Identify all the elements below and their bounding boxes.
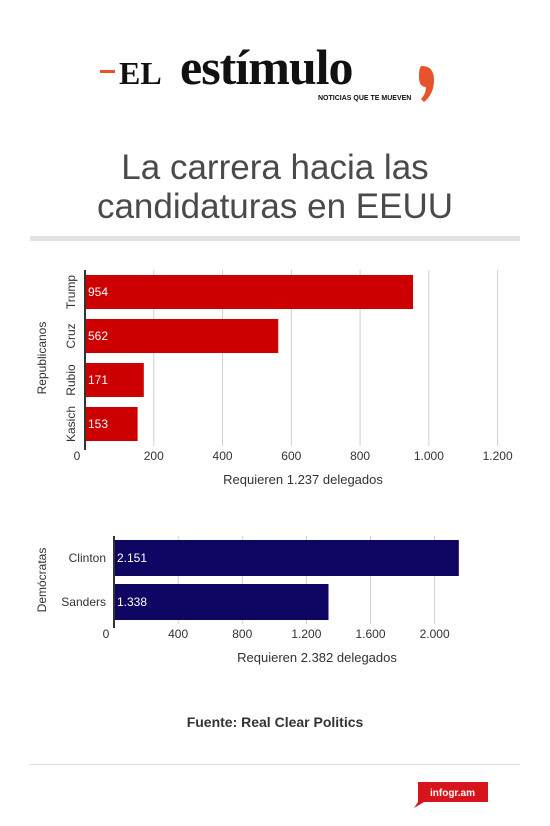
infogram-badge[interactable]: infogr.am [410, 780, 490, 810]
logo-prefix: EL [119, 55, 162, 91]
x-tick-label: 1.000 [414, 449, 444, 463]
x-axis-title: Requieren 2.382 delegados [237, 650, 397, 665]
x-tick-label: 1.200 [291, 627, 321, 641]
x-tick-label: 800 [232, 627, 252, 641]
bar-value-label: 562 [88, 329, 108, 343]
title-divider [30, 236, 520, 241]
bar-value-label: 153 [88, 417, 108, 431]
x-tick-label: 0 [74, 449, 81, 463]
category-label: Trump [64, 275, 78, 310]
chart-democratas: 0 400 800 1.200 1.600 2.000 2.151 Clinton 1.338 S… [35, 536, 459, 665]
x-tick-label: 1.600 [355, 627, 385, 641]
bar-sanders [114, 584, 329, 620]
badge-shape [414, 782, 488, 808]
x-tick-label: 1.200 [483, 449, 513, 463]
badge-label: infogr.am [430, 788, 475, 799]
page-title: La carrera hacia las candidaturas en EEU… [0, 148, 550, 226]
x-tick-label: 2.000 [420, 627, 450, 641]
bar-value-label: 1.338 [117, 595, 147, 609]
source-note: Fuente: Real Clear Politics [186, 714, 364, 730]
bar-value-label: 2.151 [117, 551, 147, 565]
title-line-2: candidaturas en EEUU [96, 187, 454, 226]
logo-dash [100, 70, 115, 73]
x-axis-title: Requieren 1.237 delegados [223, 472, 383, 487]
x-tick-label: 400 [168, 627, 188, 641]
bar-cruz [85, 319, 279, 353]
x-tick-label: 200 [144, 449, 164, 463]
group-label: Demócratas [35, 548, 49, 613]
footer-divider [30, 764, 520, 765]
x-tick-label: 800 [350, 449, 370, 463]
category-label: Kasich [64, 406, 78, 442]
chart-republicanos: 0 200 400 600 800 1.000 1.200 954 Trump 562 Cruz 17… [35, 270, 513, 487]
bar-value-label: 171 [88, 373, 108, 387]
category-label: Rubio [64, 364, 78, 396]
x-tick-label: 600 [281, 449, 301, 463]
bar-trump [85, 275, 414, 309]
bar-value-label: 954 [88, 285, 108, 299]
group-label: Republicanos [35, 322, 49, 395]
category-label: Clinton [69, 551, 106, 565]
logo-comma [419, 66, 434, 102]
title-line-1: La carrera hacia las [121, 148, 429, 187]
logo-name: estímulo [180, 39, 353, 95]
category-label: Sanders [61, 595, 106, 609]
category-label: Cruz [64, 323, 78, 348]
brand-logo: EL estímulo NOTICIAS QUE TE MUEVEN [100, 39, 434, 102]
bar-kasich [85, 407, 138, 441]
x-tick-label: 400 [213, 449, 233, 463]
logo-tagline: NOTICIAS QUE TE MUEVEN [318, 95, 411, 102]
bar-clinton [114, 540, 459, 576]
x-tick-label: 0 [103, 627, 110, 641]
bar-rubio [85, 363, 144, 397]
